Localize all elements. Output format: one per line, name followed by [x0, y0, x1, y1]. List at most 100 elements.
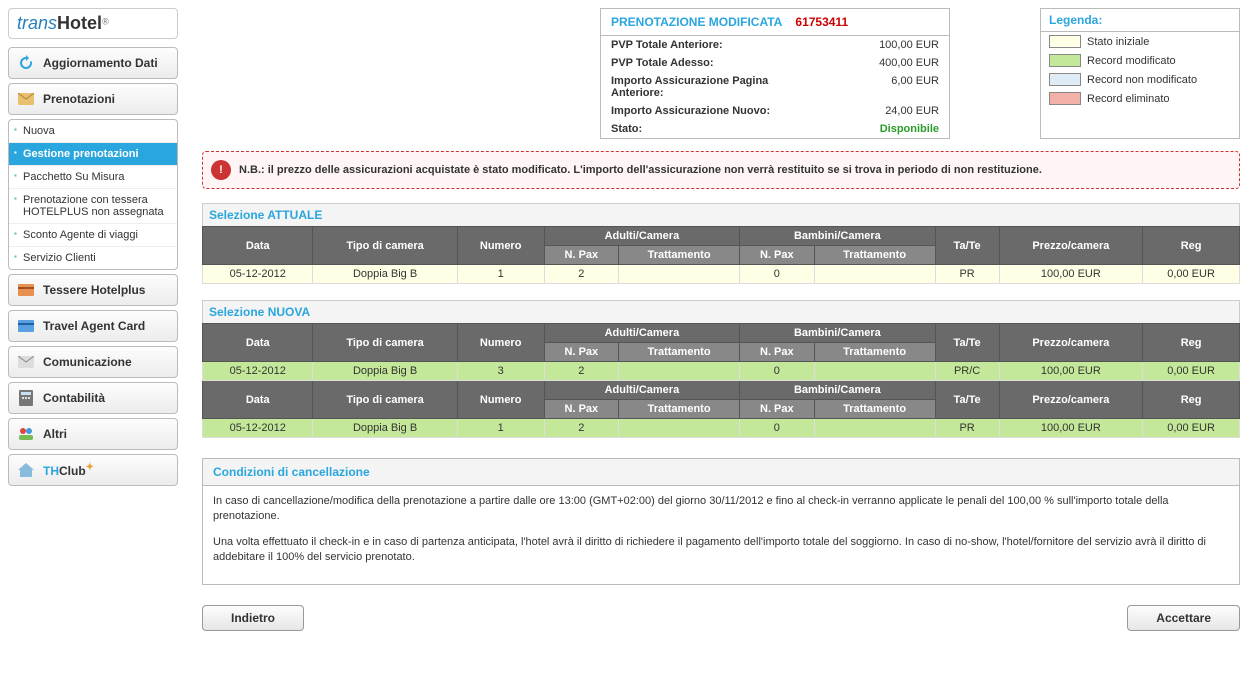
cell-c-pax: 0 — [740, 419, 814, 438]
nav-update-data[interactable]: Aggiornamento Dati — [8, 47, 178, 79]
cell-date: 05-12-2012 — [203, 265, 313, 284]
ins-now-label: Importo Assicurazione Nuovo: — [611, 105, 770, 117]
conditions-p2: Una volta effettuato il check-in e in ca… — [213, 535, 1229, 566]
sub-hotelplus-unassigned[interactable]: Prenotazione con tessera HOTELPLUS non a… — [9, 188, 177, 223]
th-price: Prezzo/camera — [999, 381, 1143, 419]
calculator-icon — [17, 389, 35, 407]
th-price: Prezzo/camera — [999, 324, 1143, 362]
current-selection-table: Data Tipo di camera Numero Adulti/Camera… — [202, 226, 1240, 284]
th-adults-treatment: Trattamento — [619, 400, 740, 419]
cell-c-tr — [814, 362, 935, 381]
cell-room: Doppia Big B — [313, 362, 457, 381]
cell-price: 100,00 EUR — [999, 265, 1143, 284]
th-room-type: Tipo di camera — [313, 227, 457, 265]
nav-other-label: Altri — [43, 427, 67, 441]
sub-custom-package[interactable]: Pacchetto Su Misura — [9, 165, 177, 188]
th-adults-pax: N. Pax — [544, 246, 618, 265]
ins-before-value: 6,00 EUR — [891, 75, 939, 99]
back-button[interactable]: Indietro — [202, 605, 304, 631]
pvp-now-value: 400,00 EUR — [879, 57, 939, 69]
ins-before-label: Importo Assicurazione Pagina Anteriore: — [611, 75, 811, 99]
logo: transHotel® — [8, 8, 178, 39]
th-room-type: Tipo di camera — [313, 381, 457, 419]
cell-a-pax: 2 — [544, 362, 618, 381]
th-data: Data — [203, 324, 313, 362]
nav-accounting[interactable]: Contabilità — [8, 382, 178, 414]
cell-tate: PR — [935, 265, 999, 284]
card-icon — [17, 281, 35, 299]
pvp-before-label: PVP Totale Anteriore: — [611, 39, 723, 51]
th-data: Data — [203, 381, 313, 419]
cell-date: 05-12-2012 — [203, 419, 313, 438]
alert-text: N.B.: il prezzo delle assicurazioni acqu… — [239, 164, 1042, 176]
th-adults-pax: N. Pax — [544, 343, 618, 362]
booking-summary-box: PRENOTAZIONE MODIFICATA 61753411 PVP Tot… — [600, 8, 950, 139]
nav-other[interactable]: Altri — [8, 418, 178, 450]
logo-reg: ® — [102, 16, 109, 26]
nav-travel-agent-card[interactable]: Travel Agent Card — [8, 310, 178, 342]
nav-acct-label: Contabilità — [43, 391, 105, 405]
cell-a-tr — [619, 419, 740, 438]
th-adults: Adulti/Camera — [544, 324, 739, 343]
pvp-before-value: 100,00 EUR — [879, 39, 939, 51]
th-reg: Reg — [1143, 324, 1240, 362]
alert-icon: ! — [211, 160, 231, 180]
th-adults-pax: N. Pax — [544, 400, 618, 419]
section-current-title: Selezione ATTUALE — [202, 203, 1240, 226]
th-tate: Ta/Te — [935, 324, 999, 362]
th-children: Bambini/Camera — [740, 227, 935, 246]
nav-communication[interactable]: Comunicazione — [8, 346, 178, 378]
booking-modified-label: PRENOTAZIONE MODIFICATA — [611, 15, 782, 29]
th-children-pax: N. Pax — [740, 343, 814, 362]
nav-tessere-label: Tessere Hotelplus — [43, 283, 145, 297]
cell-tate: PR — [935, 419, 999, 438]
nav-bookings[interactable]: Prenotazioni — [8, 83, 178, 115]
alert-box: ! N.B.: il prezzo delle assicurazioni ac… — [202, 151, 1240, 189]
cell-num: 1 — [457, 265, 544, 284]
th-tate: Ta/Te — [935, 381, 999, 419]
status-label: Stato: — [611, 123, 642, 135]
status-value: Disponibile — [880, 123, 939, 135]
legend-swatch-modified — [1049, 54, 1081, 67]
sub-agent-discount[interactable]: Sconto Agente di viaggi — [9, 223, 177, 246]
cell-room: Doppia Big B — [313, 419, 457, 438]
th-data: Data — [203, 227, 313, 265]
th-reg: Reg — [1143, 381, 1240, 419]
table-row: 05-12-2012 Doppia Big B 1 2 0 PR 100,00 … — [203, 419, 1240, 438]
th-children-treatment: Trattamento — [814, 343, 935, 362]
cell-tate: PR/C — [935, 362, 999, 381]
th-room-type: Tipo di camera — [313, 324, 457, 362]
th-tate: Ta/Te — [935, 227, 999, 265]
nav-thclub[interactable]: THClub✦ — [8, 454, 178, 486]
cell-c-tr — [814, 265, 935, 284]
cell-reg: 0,00 EUR — [1143, 419, 1240, 438]
th-adults-treatment: Trattamento — [619, 343, 740, 362]
cell-a-pax: 2 — [544, 265, 618, 284]
logo-part1: trans — [17, 13, 57, 33]
legend-label-unmodified: Record non modificato — [1087, 74, 1197, 86]
th-children: Bambini/Camera — [740, 324, 935, 343]
cell-num: 3 — [457, 362, 544, 381]
legend-box: Legenda: Stato iniziale Record modificat… — [1040, 8, 1240, 139]
nav-tac-label: Travel Agent Card — [43, 319, 145, 333]
th-children-treatment: Trattamento — [814, 400, 935, 419]
legend-swatch-deleted — [1049, 92, 1081, 105]
sub-new[interactable]: Nuova — [9, 120, 177, 142]
nav-tessere-hotelplus[interactable]: Tessere Hotelplus — [8, 274, 178, 306]
ins-now-value: 24,00 EUR — [885, 105, 939, 117]
cell-price: 100,00 EUR — [999, 419, 1143, 438]
nav-comm-label: Comunicazione — [43, 355, 132, 369]
main-content: PRENOTAZIONE MODIFICATA 61753411 PVP Tot… — [186, 0, 1256, 651]
accept-button[interactable]: Accettare — [1127, 605, 1240, 631]
envelope-icon — [17, 90, 35, 108]
conditions-title: Condizioni di cancellazione — [203, 459, 1239, 486]
table-row: 05-12-2012 Doppia Big B 3 2 0 PR/C 100,0… — [203, 362, 1240, 381]
cell-date: 05-12-2012 — [203, 362, 313, 381]
th-children-treatment: Trattamento — [814, 246, 935, 265]
sub-customer-service[interactable]: Servizio Clienti — [9, 246, 177, 269]
th-price: Prezzo/camera — [999, 227, 1143, 265]
sub-manage-bookings[interactable]: Gestione prenotazioni — [9, 142, 177, 165]
mail-icon — [17, 353, 35, 371]
th-reg: Reg — [1143, 227, 1240, 265]
refresh-icon — [17, 54, 35, 72]
